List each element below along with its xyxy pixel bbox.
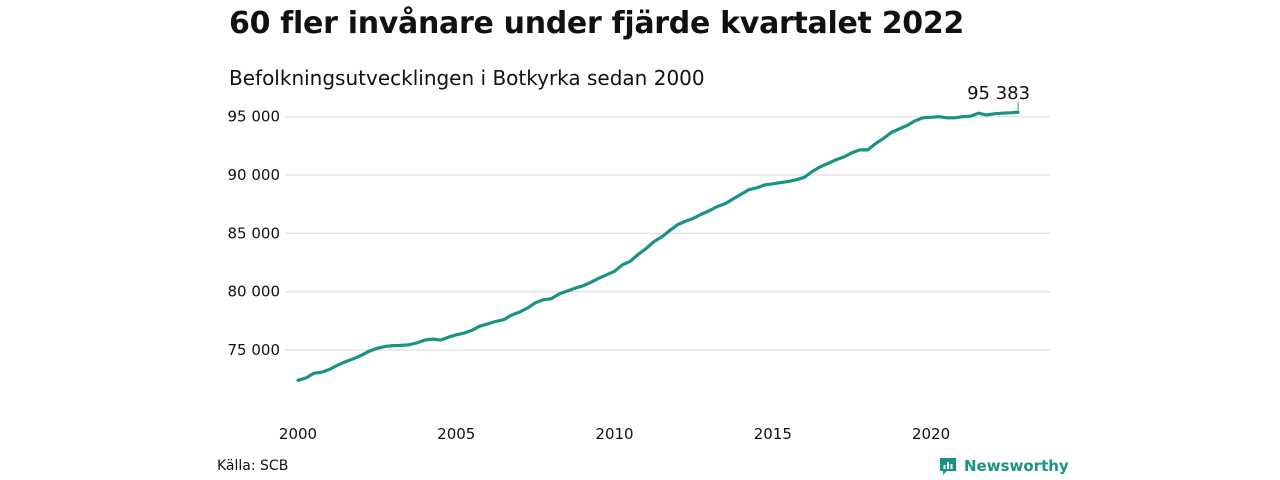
brand-logo[interactable]: Newsworthy bbox=[938, 456, 1069, 476]
source-note: Källa: SCB bbox=[217, 458, 289, 474]
x-axis-ticks: 2000 2005 2010 2015 2020 bbox=[279, 425, 950, 443]
chart-subtitle: Befolkningsutvecklingen i Botkyrka sedan… bbox=[229, 66, 705, 90]
annotation-layer: 95 383 bbox=[967, 83, 1030, 111]
x-tick-label: 2020 bbox=[912, 425, 950, 443]
x-tick-label: 2015 bbox=[754, 425, 792, 443]
series-layer bbox=[296, 110, 1020, 382]
x-tick-label: 2005 bbox=[437, 425, 475, 443]
y-tick-label: 95 000 bbox=[228, 108, 281, 126]
x-tick-label: 2010 bbox=[595, 425, 633, 443]
brand-name: Newsworthy bbox=[964, 457, 1069, 475]
chart-title: 60 fler invånare under fjärde kvartalet … bbox=[229, 6, 964, 41]
y-tick-label: 80 000 bbox=[228, 283, 281, 301]
x-tick-label: 2000 bbox=[279, 425, 317, 443]
annotation-label: 95 383 bbox=[967, 83, 1030, 104]
y-tick-label: 90 000 bbox=[228, 166, 281, 184]
y-tick-label: 85 000 bbox=[228, 224, 281, 242]
bar-chart-icon bbox=[940, 458, 956, 475]
series-line bbox=[296, 110, 1020, 382]
y-tick-label: 75 000 bbox=[228, 341, 281, 359]
y-axis-ticks: 75 000 80 000 85 000 90 000 95 000 bbox=[228, 108, 281, 359]
